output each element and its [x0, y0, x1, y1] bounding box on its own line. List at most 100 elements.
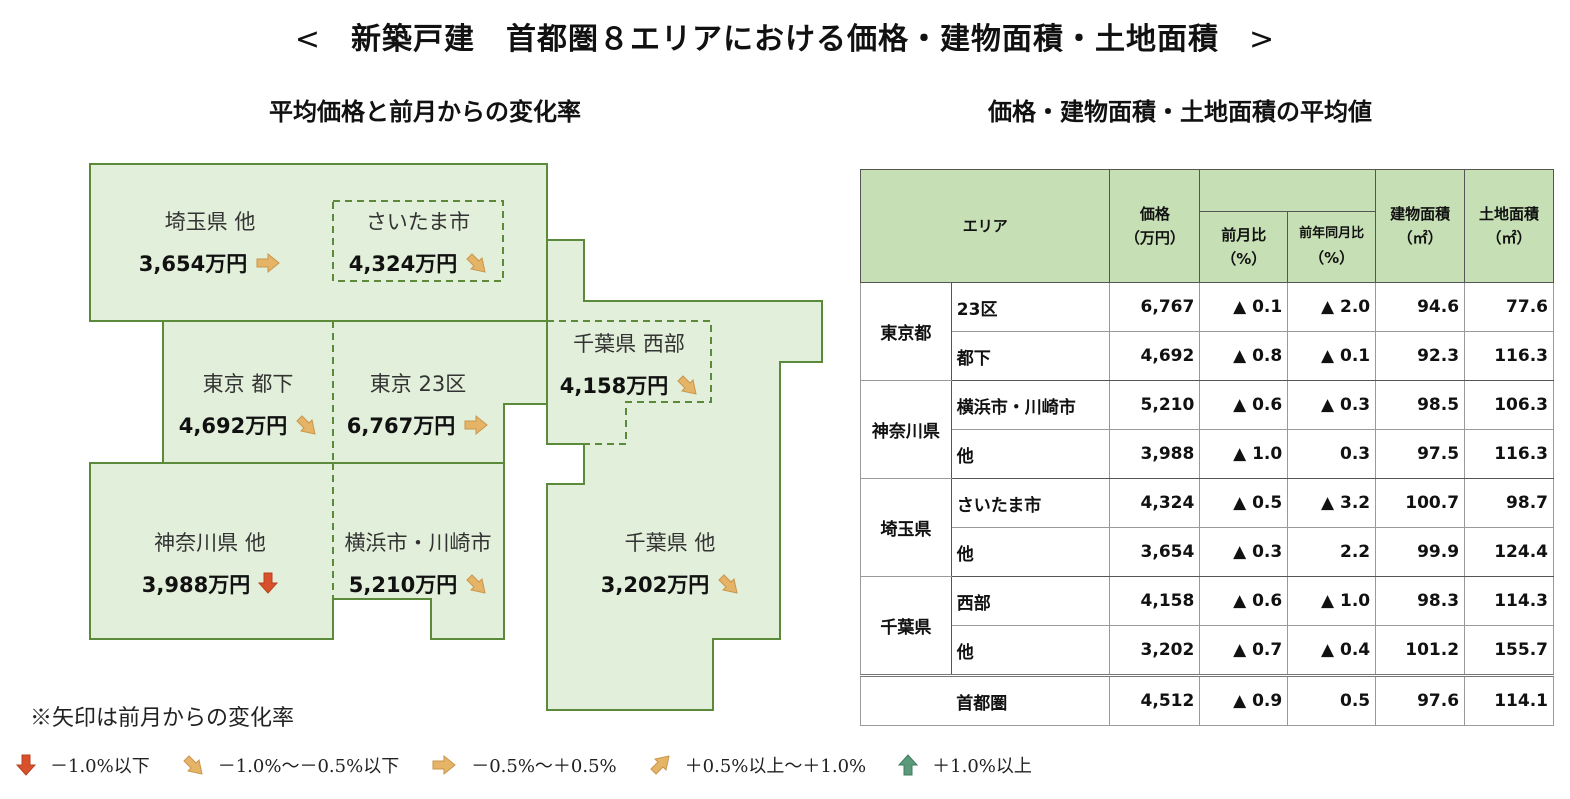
arrow-down-right-icon [183, 755, 203, 775]
table-total-row: 首都圏 4,512 ▲ 0.9 0.5 97.6 114.1 [860, 674, 1554, 726]
sub-area-cell: 他 [950, 429, 1111, 479]
yoy-cell: ▲ 0.3 [1287, 380, 1377, 430]
yoy-cell: 0.5 [1287, 674, 1377, 726]
arrow-right-icon [464, 414, 489, 436]
area-price-chiba-other: 3,202万円 [560, 569, 780, 599]
yoy-cell: 0.3 [1287, 429, 1377, 479]
pref-cell: 神奈川県 [860, 380, 952, 479]
yoy-cell: ▲ 0.1 [1287, 331, 1377, 381]
price-cell: 4,158 [1109, 576, 1201, 626]
saitama-city-boundary [332, 200, 504, 282]
pref-cell: 東京都 [860, 282, 952, 381]
total-label-cell: 首都圏 [951, 674, 1111, 726]
area-price-chiba-west: 4,158万円 [547, 370, 711, 400]
total-spacer-cell [860, 674, 952, 726]
sub-area-cell: 都下 [950, 331, 1111, 381]
area-label-saitama-city: さいたま市 [365, 210, 471, 234]
arrow-down-icon [258, 572, 279, 594]
legend-item-flat: －0.5%～＋0.5% [431, 752, 617, 778]
header-price: 価格 （万円） [1109, 169, 1201, 283]
building-cell: 97.6 [1375, 674, 1466, 726]
price-cell: 5,210 [1109, 380, 1201, 430]
table-row: 千葉県 西部 4,158 ▲ 0.6 ▲ 1.0 98.3 114.3 [860, 576, 1554, 676]
mom-cell: ▲ 0.1 [1199, 282, 1289, 332]
header-change-group [1199, 169, 1377, 212]
area-label-tokyo-23ku: 東京 23区 [369, 372, 467, 396]
legend-item-up: ＋1.0%以上 [898, 752, 1032, 778]
building-cell: 101.2 [1375, 625, 1466, 676]
price-cell: 6,767 [1109, 282, 1201, 332]
table-subtitle: 価格・建物面積・土地面積の平均値 [988, 98, 1372, 126]
area-price-yokohama-kawasaki: 5,210万円 [333, 569, 503, 599]
sub-area-cell: 横浜市・川崎市 [950, 380, 1111, 430]
building-cell: 92.3 [1375, 331, 1466, 381]
land-cell: 77.6 [1464, 282, 1554, 332]
yoy-cell: ▲ 0.4 [1287, 625, 1377, 676]
chiba-west-boundary [547, 320, 712, 445]
area-price-tokyo-23ku: 6,767万円 [333, 410, 503, 440]
header-land: 土地面積 （㎡） [1464, 169, 1554, 283]
mom-cell: ▲ 0.6 [1199, 380, 1289, 430]
mom-cell: ▲ 0.8 [1199, 331, 1289, 381]
map-subtitle: 平均価格と前月からの変化率 [269, 98, 581, 126]
building-cell: 98.5 [1375, 380, 1466, 430]
land-cell: 98.7 [1464, 478, 1554, 528]
table-row: 他 3,654 ▲ 0.3 2.2 99.9 124.4 [861, 527, 1554, 577]
land-cell: 155.7 [1464, 625, 1554, 676]
header-area: エリア [859, 169, 1111, 283]
building-cell: 99.9 [1375, 527, 1466, 577]
region-saitama [89, 163, 548, 322]
sub-area-cell: 西部 [950, 576, 1111, 626]
area-stats-table: エリア 価格 （万円） 建物面積 （㎡） 土地面積 （㎡） 前月比 （%） 前年同月比（… [859, 169, 1554, 726]
yoy-cell: ▲ 2.0 [1287, 282, 1377, 332]
arrow-down-right-icon [718, 574, 738, 594]
header-mom: 前月比 （%） [1199, 211, 1289, 283]
arrow-legend: －1.0%以下 －1.0%～－0.5%以下 －0.5%～＋0.5% ＋0.5%以… [16, 752, 1064, 778]
table-row: 神奈川県 横浜市・川崎市 5,210 ▲ 0.6 ▲ 0.3 98.5 106.… [860, 380, 1554, 479]
price-cell: 4,692 [1109, 331, 1201, 381]
sub-area-cell: 他 [950, 527, 1111, 577]
price-cell: 3,654 [1109, 527, 1201, 577]
header-building: 建物面積 （㎡） [1375, 169, 1466, 283]
legend-item-down: －1.0%以下 [16, 752, 150, 778]
area-label-saitama-other: 埼玉県 他 [164, 210, 256, 234]
arrow-note: ※矢印は前月からの変化率 [30, 706, 295, 731]
arrow-up-right-icon [649, 755, 670, 775]
sub-area-cell: 他 [950, 625, 1111, 676]
area-price-tokyo-tokka: 4,692万円 [163, 410, 333, 440]
arrow-down-icon [16, 754, 36, 776]
building-cell: 97.5 [1375, 429, 1466, 479]
mom-cell: ▲ 0.9 [1199, 674, 1289, 726]
mom-cell: ▲ 0.7 [1199, 625, 1289, 676]
yoy-cell: ▲ 3.2 [1287, 478, 1377, 528]
area-price-kanagawa-other: 3,988万円 [100, 569, 320, 599]
sub-area-cell: 23区 [950, 282, 1111, 332]
mom-cell: ▲ 0.6 [1199, 576, 1289, 626]
price-cell: 4,324 [1109, 478, 1201, 528]
mom-cell: ▲ 1.0 [1199, 429, 1289, 479]
land-cell: 106.3 [1464, 380, 1554, 430]
arrow-right-icon [256, 252, 281, 274]
building-cell: 100.7 [1375, 478, 1466, 528]
price-cell: 3,202 [1109, 625, 1201, 676]
land-cell: 114.1 [1464, 674, 1554, 726]
yoy-cell: ▲ 1.0 [1287, 576, 1377, 626]
land-cell: 124.4 [1464, 527, 1554, 577]
arrow-down-right-icon [466, 253, 486, 273]
mom-cell: ▲ 0.3 [1199, 527, 1289, 577]
title-right-bracket: > [1249, 22, 1276, 57]
table-row: 他 3,988 ▲ 1.0 0.3 97.5 116.3 [861, 429, 1554, 479]
legend-item-slight-up: ＋0.5%以上～＋1.0% [649, 752, 866, 778]
table-row: 東京都 23区 6,767 ▲ 0.1 ▲ 2.0 94.6 77.6 [860, 282, 1554, 381]
table-row: 他 3,202 ▲ 0.7 ▲ 0.4 101.2 155.7 [861, 625, 1554, 676]
sub-area-cell: さいたま市 [950, 478, 1111, 528]
building-cell: 94.6 [1375, 282, 1466, 332]
yoy-cell: 2.2 [1287, 527, 1377, 577]
area-price-saitama-city: 4,324万円 [333, 248, 503, 278]
price-cell: 3,988 [1109, 429, 1201, 479]
table-row: 都下 4,692 ▲ 0.8 ▲ 0.1 92.3 116.3 [861, 331, 1554, 381]
pref-cell: 埼玉県 [860, 478, 952, 577]
header-yoy: 前年同月比 （%） [1287, 211, 1377, 283]
region-chiba [546, 239, 823, 711]
area-label-chiba-other: 千葉県 他 [624, 531, 716, 555]
